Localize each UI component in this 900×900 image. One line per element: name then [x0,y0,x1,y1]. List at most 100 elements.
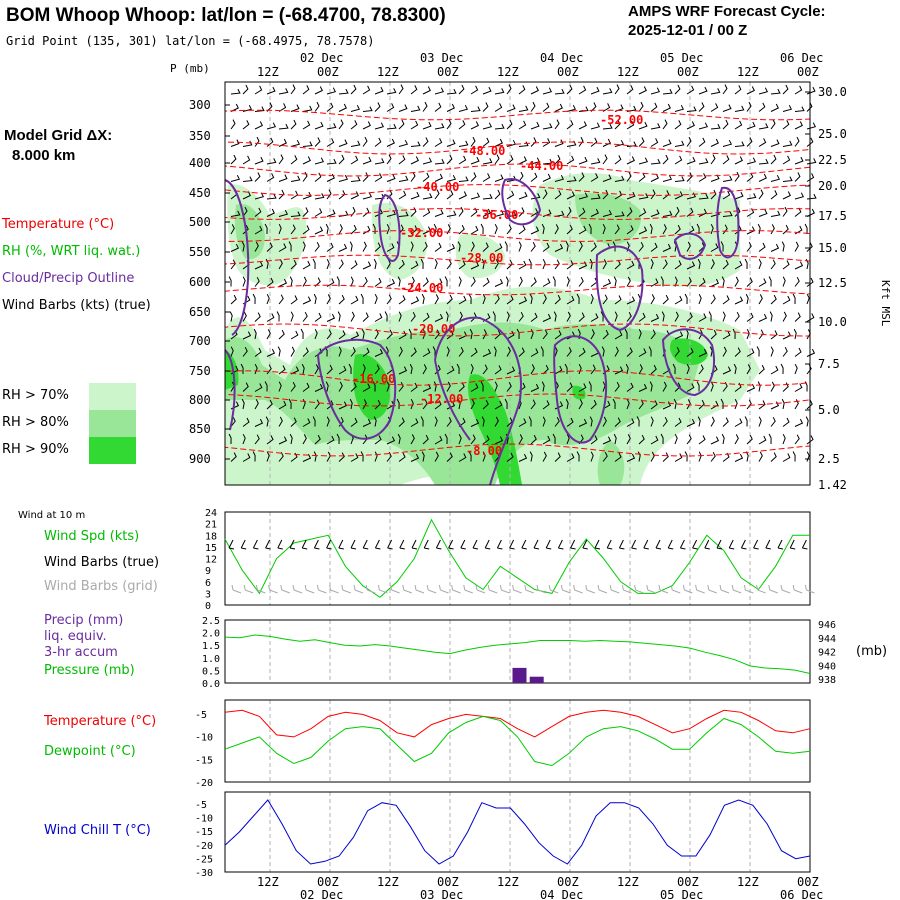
wind-barb-grid [707,584,717,594]
cycle-title: AMPS WRF Forecast Cycle: [628,3,826,20]
wind-barb [434,329,440,340]
wind-barb [698,102,705,112]
wind-barb [410,311,416,322]
wind-barb [638,434,645,445]
wind-barb [734,105,745,112]
wind-barb [740,539,747,550]
time-tick-label-bottom: 00Z [437,875,459,889]
wind-barb [302,296,312,305]
wind-barb [541,381,545,392]
wind-barb [494,436,504,445]
wind-barb [722,211,733,217]
wind-barb [770,210,781,217]
wind-barb [650,294,655,305]
wind-barb [765,539,771,550]
wind-barb [590,399,597,410]
wind-barb [600,311,604,322]
legend-rh90-label: RH > 90% [2,442,69,457]
wind-barb [578,399,583,410]
wind-barb [566,120,574,130]
wind-barb [686,172,693,182]
wind-barb [578,225,587,235]
wind-barb [758,138,767,147]
wind-barb [698,293,702,305]
wind-barb [782,224,789,235]
wind-barb [266,399,273,410]
wind-barb [806,102,813,112]
wind-barb [266,173,275,182]
wind-barb [566,453,575,462]
wind-barb [506,295,514,305]
wind-barb [578,136,584,147]
wind-barb [626,398,630,410]
wind-barb [242,191,251,200]
wind-barb [362,192,373,200]
wind-barb [242,104,253,112]
wind-barb [278,259,283,270]
wind-barb [781,241,785,252]
wind-barb [806,364,812,375]
wind-barb [794,172,801,182]
wind-barb [650,158,661,165]
wind-barb [757,223,761,235]
wind-barb [290,155,298,165]
wind-barb [770,243,780,252]
wind-barb [614,190,623,200]
wind-barb [360,293,364,305]
wind-barb [594,539,601,550]
wind-barb [494,88,505,95]
wind-barb [542,294,547,305]
wind-barb [506,139,517,147]
pressure-axis-title: P (mb) [170,62,210,75]
wind-barb [638,137,645,147]
wind-barb [458,120,466,130]
wind-barb [674,311,679,322]
wind-barb [650,258,654,270]
wind-barb [470,106,481,112]
wind-barb-grid [255,584,266,594]
wind-barb [458,140,469,147]
wind-barbs-grid-label: Wind Barbs (grid) [44,579,158,594]
wind-barb [434,294,439,305]
wind-barb [746,137,753,147]
wind-barb [710,400,719,410]
legend-temperature: Temperature (°C) [2,217,115,232]
wind-barb [241,241,245,252]
wind-barb-grid [353,584,364,594]
wind-barb [506,311,510,322]
time-tick-label-bottom: 00Z [797,875,819,889]
wind-barb [410,105,421,112]
wind-barb [492,311,496,322]
temperature-contour [224,323,811,337]
wind-barb [518,120,527,130]
wind-barb-grid [231,584,242,594]
wind-barb [626,85,634,95]
wind-barb [362,418,372,427]
wind-barb [792,293,796,305]
wind-barb [582,539,588,550]
wind-barb [336,276,340,287]
date-tick-label-bottom: 04 Dec [540,888,583,900]
wind-barb [552,276,556,287]
wind-barb [770,174,781,182]
wind-barb [720,398,724,410]
wind-barb [566,433,570,445]
wind-speed-label: Wind Spd (kts) [44,529,140,544]
wind-barb [753,539,759,550]
wind-barb [506,381,512,392]
wind-barb [432,346,436,357]
pressure-tick-label-right: 946 [818,620,836,631]
wind-barb-grid [475,584,486,594]
time-tick-label-bottom: 12Z [617,875,639,889]
wind-barb [482,86,492,95]
wind-speed-tick-label: 0 [205,601,211,612]
temperature-contour [224,393,811,407]
wind-barb [470,418,480,427]
wind-barb [325,223,329,235]
wind-barb [614,155,622,165]
wind-barb [698,451,702,462]
wind-barb [434,102,442,112]
wind-barb-grid [585,584,595,594]
wind-barb [326,329,332,340]
wind-barb [698,158,709,165]
